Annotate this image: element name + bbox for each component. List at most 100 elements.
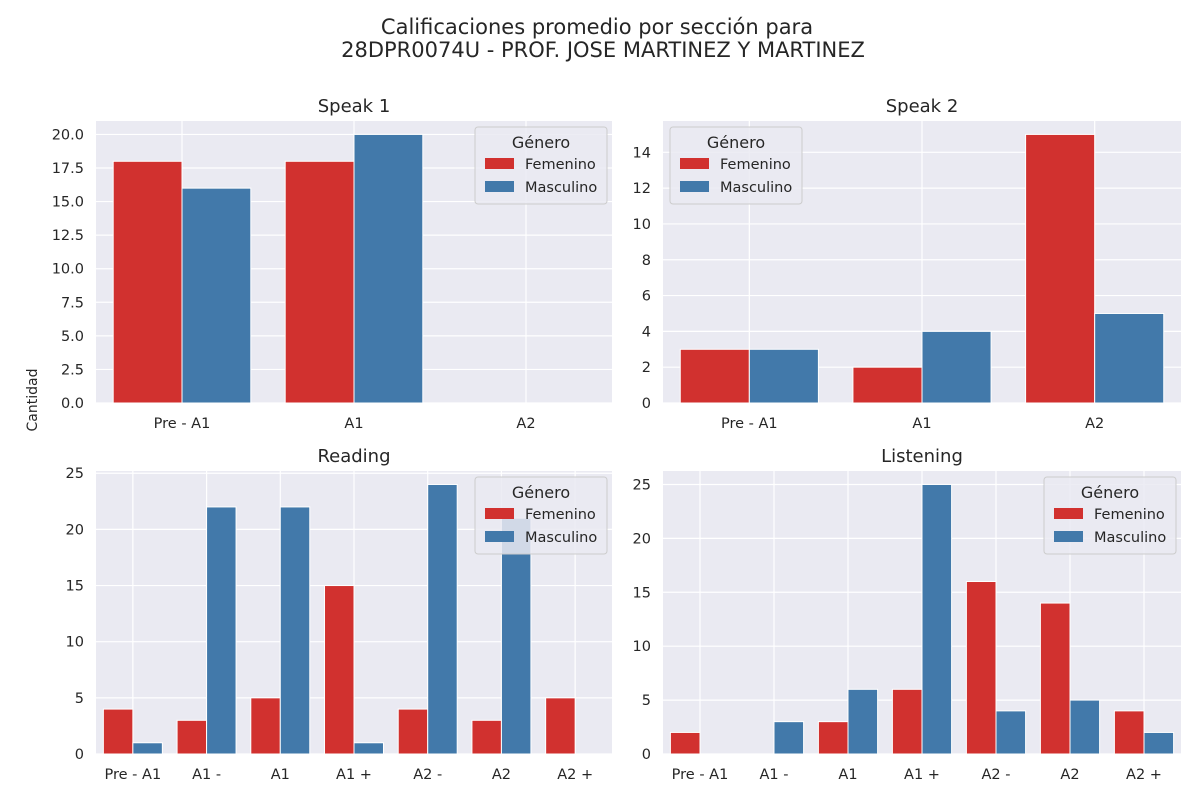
y-tick-label: 10 [66,635,84,651]
legend-label-femenino: Femenino [525,507,596,523]
y-tick-label: 12 [633,181,651,197]
bar-femenino [1025,133,1096,404]
subplot-reading: 0 5 10 15 20 25 Pre - A1 A1 - A1 A1 + A2 - A2 A2 + Re… [66,446,612,783]
x-tick-label: A2 [1060,767,1079,783]
x-tick-label: A1 + [904,767,940,783]
bar-femenino [397,708,429,755]
y-tick-label: 6 [642,289,651,305]
bar-femenino [284,160,355,404]
bar-masculino [206,506,237,755]
legend-title: Género [512,133,570,152]
bar-masculino [1143,731,1175,755]
y-tick-label: 20.0 [52,127,84,143]
subplot-title: Speak 1 [318,96,391,117]
y-tick-label: 25 [66,466,84,482]
bar-femenino [669,731,701,755]
legend-swatch-masculino [1054,531,1083,542]
legend: Género Femenino Masculino [1043,476,1177,555]
bar-masculino [773,721,805,755]
legend-swatch-femenino [485,508,514,519]
bar-masculino [181,187,252,404]
x-tick-label: Pre - A1 [721,416,778,432]
bar-masculino [847,688,879,755]
figure-title-line-1: Calificaciones promedio por sección para [381,15,813,39]
bar-femenino [965,581,997,755]
x-tick-label: A1 - [192,767,221,783]
legend-swatch-masculino [485,181,514,192]
x-tick-label: A2 - [413,767,442,783]
x-tick-label: Pre - A1 [105,767,162,783]
x-tick-label: A1 - [760,767,789,783]
x-tick-label: A2 [516,416,535,432]
y-tick-label: 5 [75,691,84,707]
bar-masculino [1069,699,1101,755]
bar-masculino [132,742,163,755]
bar-masculino [921,330,992,404]
x-tick-label: Pre - A1 [154,416,211,432]
y-axis-label: Cantidad [25,369,41,432]
y-tick-label: 10 [633,217,651,233]
y-tick-label: 2 [642,360,651,376]
y-tick-label: 12.5 [52,228,84,244]
y-tick-label: 10.0 [52,262,84,278]
bar-femenino [112,160,183,404]
legend-swatch-femenino [680,158,709,169]
bar-femenino [324,585,355,755]
legend-swatch-femenino [1054,508,1083,519]
subplot-title: Speak 2 [886,96,959,117]
legend-label-masculino: Masculino [720,180,792,196]
subplot-title: Reading [317,446,390,467]
bar-femenino [1113,710,1145,755]
legend-label-femenino: Femenino [1094,507,1165,523]
legend-label-masculino: Masculino [525,180,597,196]
x-tick-label: A1 [912,416,931,432]
x-tick-label: A1 [838,767,857,783]
x-tick-label: A2 - [982,767,1011,783]
legend-title: Género [1081,483,1139,502]
y-tick-label: 4 [642,324,651,340]
figure-title-line-2: 28DPR0074U - PROF. JOSE MARTINEZ Y MARTI… [341,38,865,62]
x-tick-label: A2 [492,767,511,783]
legend-label-masculino: Masculino [525,530,597,546]
bar-femenino [891,688,923,755]
y-tick-label: 15 [633,585,651,601]
legend-label-femenino: Femenino [525,157,596,173]
bar-femenino [545,697,576,755]
bar-femenino [102,708,134,755]
bar-masculino [427,483,458,755]
y-tick-label: 5 [642,693,651,709]
y-tick-label: 0 [75,747,84,763]
y-tick-label: 5.0 [61,329,84,345]
legend-swatch-masculino [680,181,709,192]
y-tick-label: 20 [633,531,651,547]
y-tick-label: 17.5 [52,161,84,177]
y-tick-label: 15.0 [52,195,84,211]
bar-femenino [1039,602,1071,755]
x-tick-label: A1 [271,767,290,783]
bar-femenino [852,366,923,404]
bar-masculino [748,348,819,404]
bar-femenino [817,721,849,755]
legend-label-femenino: Femenino [720,157,791,173]
y-tick-label: 0.0 [61,396,84,412]
y-tick-label: 2.5 [61,362,84,378]
legend-label-masculino: Masculino [1094,530,1166,546]
y-tick-label: 20 [66,522,84,538]
legend: Género Femenino Masculino [474,126,608,205]
y-tick-label: 7.5 [61,295,84,311]
y-tick-label: 0 [642,747,651,763]
x-tick-label: A1 [344,416,363,432]
legend: Género Femenino Masculino [474,476,608,555]
y-tick-label: 8 [642,253,651,269]
subplot-title: Listening [881,446,963,467]
x-tick-label: A2 [1085,416,1104,432]
x-tick-label: Pre - A1 [672,767,729,783]
x-tick-label: A2 + [557,767,593,783]
legend-swatch-masculino [485,531,514,542]
bar-masculino [279,506,311,755]
legend-title: Género [512,483,570,502]
legend-swatch-femenino [485,158,514,169]
y-tick-label: 14 [633,145,651,161]
bar-femenino [250,697,281,755]
